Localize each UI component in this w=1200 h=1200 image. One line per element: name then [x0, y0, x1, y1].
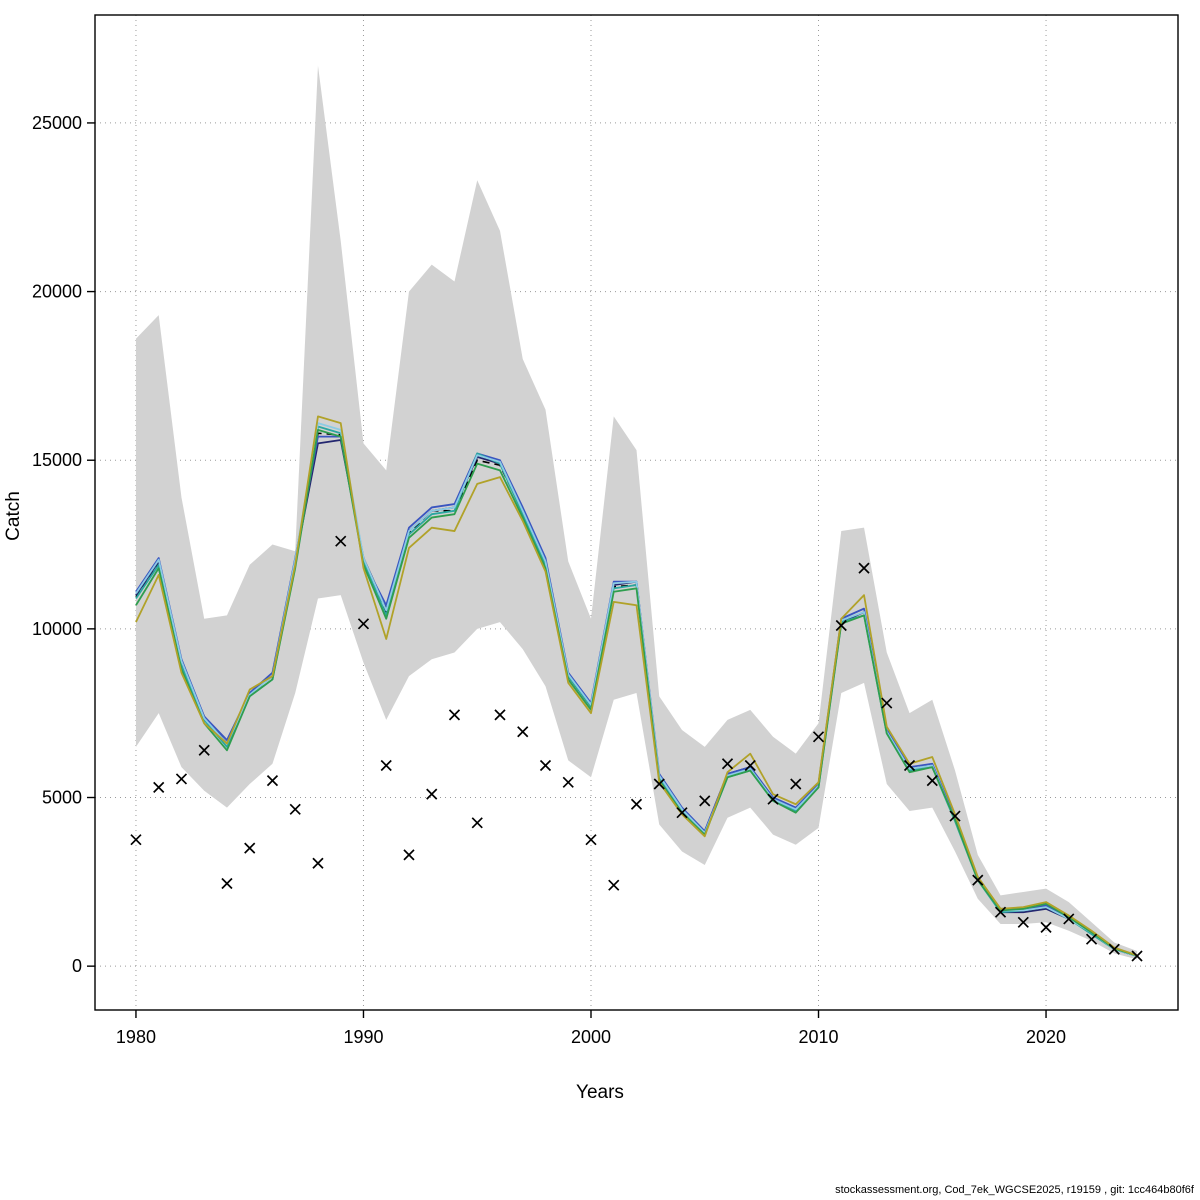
observation-marker: [448, 709, 461, 721]
observation-marker: [539, 759, 552, 772]
observation-marker: [1040, 921, 1052, 933]
observation-marker: [972, 874, 984, 886]
observation-marker: [403, 849, 415, 861]
observation-marker: [380, 759, 392, 772]
footer-caption: stockassessment.org, Cod_7ek_WGCSE2025, …: [835, 1184, 1194, 1196]
y-tick-label: 0: [72, 956, 82, 976]
observation-marker: [653, 778, 665, 790]
observation-marker: [426, 788, 438, 800]
observation-marker: [221, 877, 233, 890]
observation-marker: [903, 759, 916, 772]
observation-marker: [790, 778, 802, 790]
observation-marker: [858, 562, 870, 574]
series-line-run-green: [135, 428, 1138, 957]
observation-marker: [289, 803, 301, 815]
observation-marker: [676, 807, 688, 819]
observation-marker: [494, 709, 506, 721]
observation-marker: [244, 842, 256, 854]
observation-marker: [1108, 943, 1120, 955]
observation-marker: [266, 775, 279, 787]
observation-marker: [1017, 916, 1029, 928]
observation-marker: [1131, 950, 1143, 962]
observation-marker: [812, 731, 825, 743]
observation-marker: [335, 535, 347, 547]
observation-marker: [744, 759, 756, 772]
x-tick-label: 2000: [571, 1027, 611, 1047]
observation-marker: [926, 775, 938, 787]
confidence-band: [135, 65, 1138, 960]
x-tick-label: 1990: [343, 1027, 383, 1047]
series-line-run-olive: [135, 415, 1138, 957]
observation-marker: [835, 619, 847, 632]
observation-marker: [699, 795, 711, 807]
y-tick-label: 10000: [32, 619, 82, 639]
observation-marker: [130, 834, 142, 846]
observation-marker: [767, 793, 779, 805]
observation-marker: [517, 726, 529, 738]
x-tick-label: 2010: [798, 1027, 838, 1047]
y-axis-label: Catch: [3, 491, 24, 541]
observation-marker: [721, 758, 734, 770]
y-tick-label: 25000: [32, 113, 82, 133]
observation-marker: [175, 773, 188, 785]
observation-marker: [562, 776, 574, 788]
observation-marker: [198, 744, 210, 756]
observation-marker: [471, 817, 483, 829]
observation-marker: [949, 810, 961, 822]
observation-marker: [608, 879, 620, 891]
x-axis-label: Years: [576, 1082, 624, 1103]
observation-marker: [312, 857, 324, 869]
observation-marker: [357, 618, 370, 630]
observation-marker: [585, 834, 597, 846]
plot-border: [94, 14, 1179, 1011]
x-tick-label: 1980: [116, 1027, 156, 1047]
y-tick-label: 20000: [32, 282, 82, 302]
observation-marker: [881, 697, 893, 709]
observation-marker: [1085, 933, 1098, 945]
observation-marker: [630, 798, 643, 810]
x-tick-label: 2020: [1026, 1027, 1066, 1047]
observation-marker: [1063, 913, 1075, 925]
y-tick-label: 15000: [32, 450, 82, 470]
y-tick-label: 5000: [42, 788, 82, 808]
observation-marker: [153, 781, 165, 793]
observation-marker: [994, 906, 1007, 918]
